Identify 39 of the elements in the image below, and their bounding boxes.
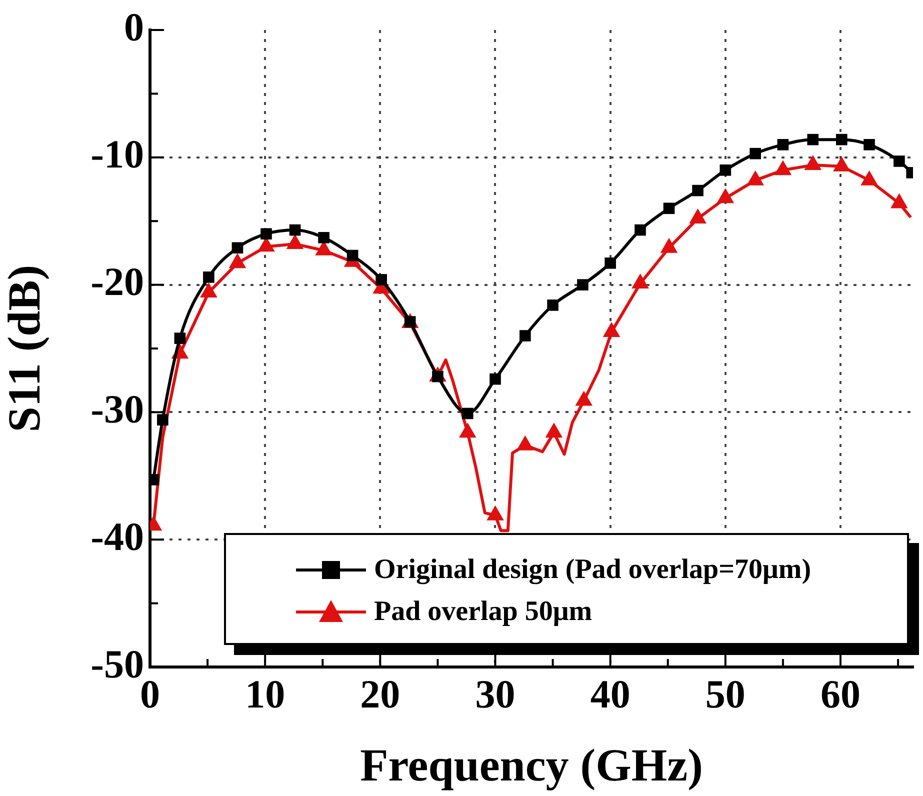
point [777, 139, 789, 150]
y-tick-label: -40 [90, 514, 144, 559]
point [577, 279, 588, 290]
y-tick-label: -50 [90, 641, 144, 686]
point [894, 156, 905, 167]
point [750, 148, 761, 160]
point [490, 373, 501, 385]
y-tick-label: -10 [90, 132, 144, 177]
point [520, 330, 531, 342]
y-tick-label: -30 [90, 386, 144, 432]
point [720, 164, 732, 176]
y-axis-title: S11 (dB) [0, 264, 50, 432]
point [692, 184, 704, 196]
x-tick-label: 60 [820, 671, 860, 716]
point [174, 332, 186, 344]
point [289, 224, 301, 236]
y-tick-label: 0 [124, 4, 144, 50]
point [260, 228, 272, 240]
point [634, 224, 646, 236]
point [836, 134, 848, 146]
point [547, 300, 558, 311]
point [663, 202, 675, 214]
x-tick-label: 10 [245, 671, 286, 716]
legend-label: Original design (Pad overlap=70μm) [374, 554, 812, 586]
x-tick-label: 20 [360, 671, 400, 716]
x-tick-label: 50 [705, 671, 746, 716]
point [604, 257, 616, 269]
point [807, 134, 819, 146]
x-tick-label: 40 [590, 671, 630, 716]
x-tick-label: 30 [475, 671, 516, 716]
y-tick-label: -20 [90, 259, 144, 304]
point [203, 272, 214, 283]
point [376, 274, 387, 286]
point [346, 250, 358, 262]
point [232, 242, 244, 254]
x-axis-title: Frequency (GHz) [360, 739, 703, 790]
point [864, 139, 875, 150]
point [318, 232, 330, 244]
legend-label: Pad overlap 50μm [374, 596, 592, 628]
